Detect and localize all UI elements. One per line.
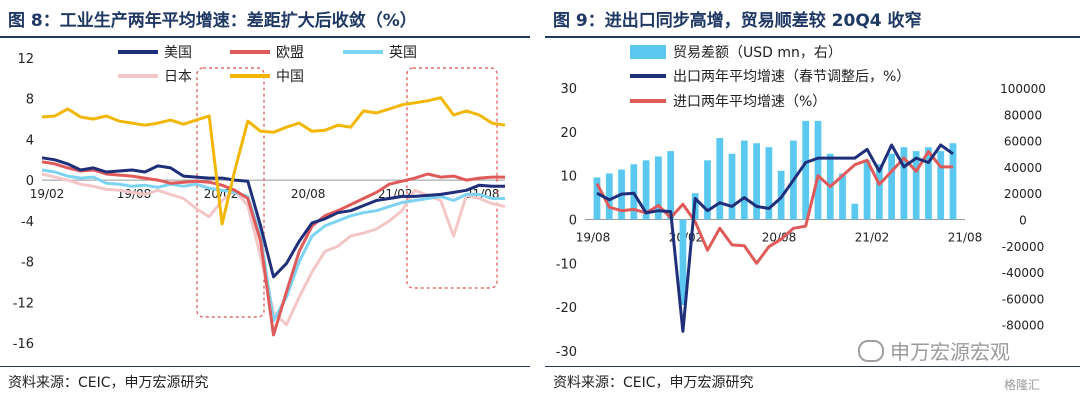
legend-label: 欧盟 [276,45,304,61]
y-right-tick-label: -40000 [1002,266,1045,280]
legend-label: 出口两年平均增速（春节调整后，%） [673,69,910,85]
right-title-rule [545,36,1080,38]
trade-balance-bar [765,147,773,220]
wechat-icon [858,340,884,362]
trade-balance-bar [753,143,760,220]
trade-balance-bar [863,160,871,220]
x-tick-label: 19/02 [30,187,65,201]
trade-balance-bar [655,156,662,220]
x-tick-label: 20/08 [762,231,797,245]
x-tick-label: 21/08 [948,231,983,245]
legend-label: 日本 [164,69,192,85]
y-right-tick-label: 20000 [1004,187,1042,201]
y-tick-label: -16 [13,337,34,352]
y-tick-label: 12 [17,52,34,67]
series-line-0 [596,143,954,333]
y-tick-label: -12 [13,296,34,311]
trade-balance-bar [875,164,883,220]
y-left-tick-label: 30 [560,82,577,97]
trade-balance-bar [912,151,920,220]
trade-balance-bar [605,173,613,220]
left-source-rule [0,366,530,367]
series-line-0 [41,156,505,279]
legend-label: 英国 [389,44,417,61]
x-tick-label: 20/08 [291,187,326,201]
trade-balance-bar [728,153,736,220]
left-title-rule [0,36,530,38]
right-chart-svg: -30 -20 -10 0 10 20 30 -80000 -60000 -40000 -20000… [556,45,1046,360]
y-right-tick-label: 60000 [1004,135,1042,149]
right-source-note: 资料来源：CEIC，申万宏源研究 [553,375,754,391]
left-source-note: 资料来源：CEIC，申万宏源研究 [8,375,209,391]
y-right-tick-label: 80000 [1004,108,1042,122]
trade-balance-bar [667,151,675,220]
series-line-2 [41,168,505,323]
trade-balance-bar [802,120,810,220]
y-right-tick-label: 0 [1019,214,1027,228]
left-chart-title: 图 8：工业生产两年平均增速：差距扩大后收敛（%） [8,11,417,31]
logo-text: 格隆汇 [1004,378,1041,392]
series-line-1 [41,160,505,337]
watermark: 申万宏源宏观 [858,336,1010,365]
y-tick-label: -4 [21,215,34,230]
trade-balance-bar [642,160,650,220]
highlight-box [406,67,498,289]
trade-balance-bar [593,177,601,220]
trade-balance-bar [740,140,748,220]
trade-balance-bar [900,147,908,220]
watermark-text: 申万宏源宏观 [890,340,1010,364]
right-chart-title: 图 9：进出口同步高增，贸易顺差较 20Q4 收窄 [553,11,922,31]
y-right-tick-label: -20000 [1002,240,1045,254]
legend-label: 美国 [164,45,192,61]
trade-balance-bar [949,143,957,220]
series-line-4 [41,96,506,226]
legend-swatch [630,45,666,59]
legend-label: 中国 [276,69,304,85]
legend-label: 进口两年平均增速（%） [673,94,826,110]
y-tick-label: 8 [26,93,34,108]
trade-balance-bar [888,153,895,220]
y-left-tick-label: 10 [560,170,577,185]
y-left-tick-label: -10 [556,257,577,272]
left-chart-panel: 图 8：工业生产两年平均增速：差距扩大后收敛（%） -16 -12 -8 -4 0 4 8 1… [0,0,530,400]
legend-label: 贸易差额（USD mn，右） [673,45,842,61]
y-right-tick-label: 100000 [1000,82,1046,96]
trade-balance-bar [937,151,945,220]
x-tick-label: 21/02 [855,231,890,245]
trade-balance-bar [716,137,724,220]
trade-balance-bar [704,160,711,220]
series-line-1 [595,150,953,265]
trade-balance-bar [679,219,687,305]
right-chart-panel: 图 9：进出口同步高增，贸易顺差较 20Q4 收窄 -30 -20 -10 0 10 20… [545,0,1080,400]
right-source-rule [545,366,1080,367]
trade-balance-bar [925,147,932,220]
y-tick-label: 0 [26,174,34,189]
y-right-tick-label: -80000 [1002,319,1045,333]
y-right-tick-label: 40000 [1004,161,1042,175]
y-right-tick-label: -60000 [1002,292,1045,306]
y-left-tick-label: 0 [569,214,577,229]
y-left-tick-label: -30 [556,345,577,360]
y-tick-label: 4 [26,133,34,148]
trade-balance-bar [814,120,822,220]
y-left-tick-label: -20 [556,301,577,316]
y-tick-label: -8 [21,256,34,271]
trade-balance-bar [839,173,846,220]
trade-balance-bar [851,203,859,220]
x-tick-label: 19/08 [576,231,611,245]
highlight-box [196,67,265,318]
y-left-tick-label: 20 [560,126,577,141]
